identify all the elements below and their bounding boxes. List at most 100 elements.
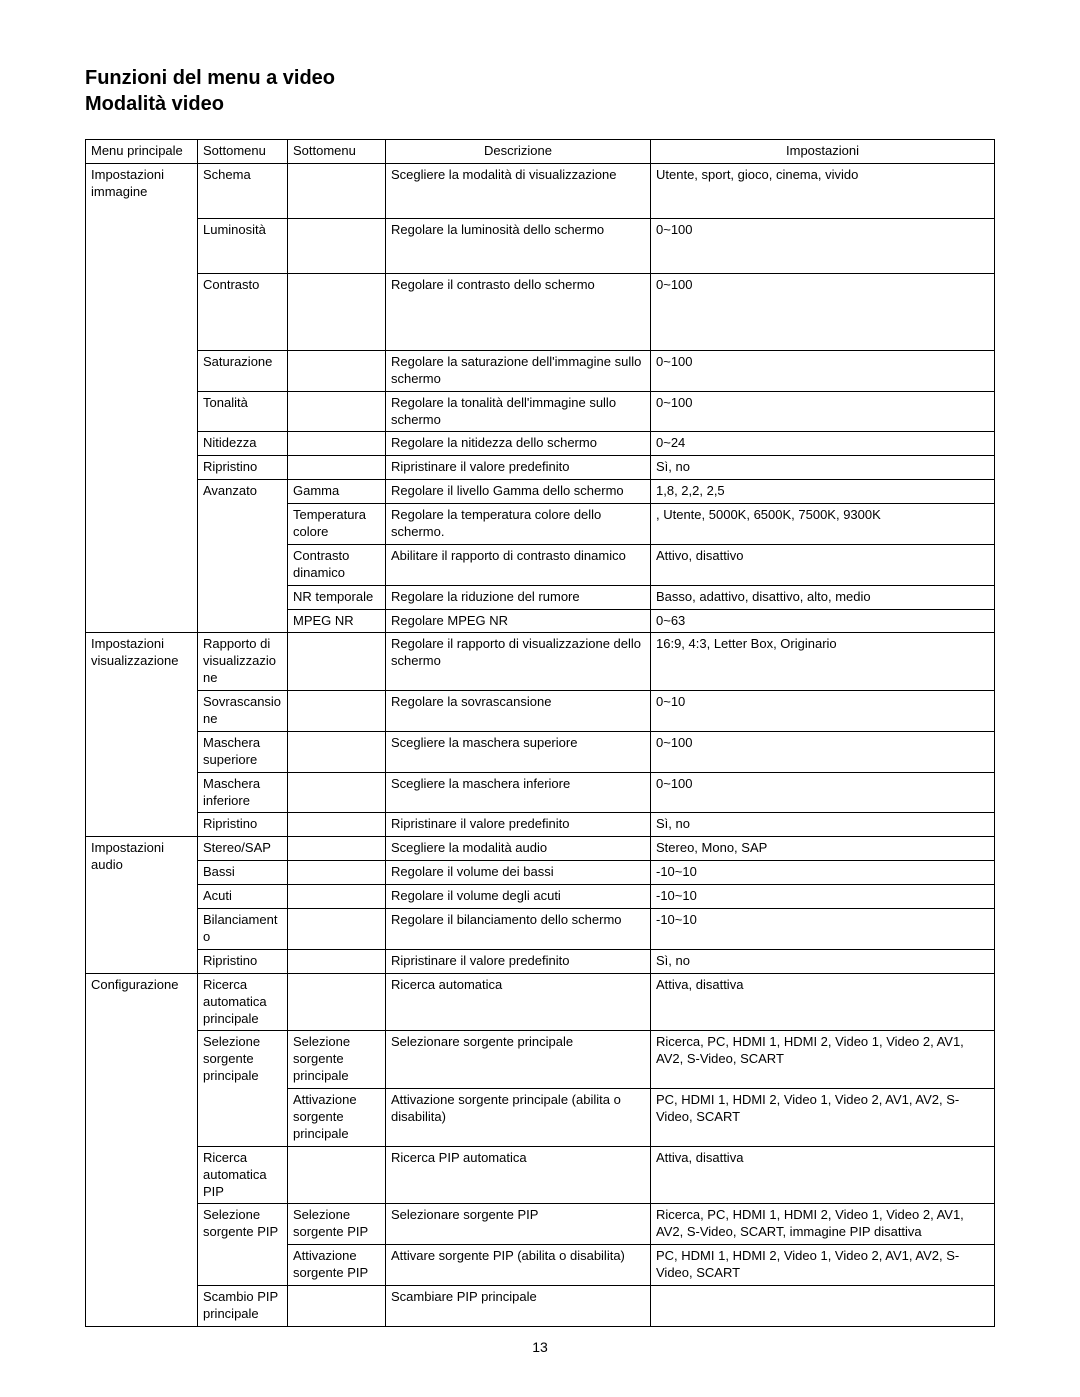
sub2-cell: Attivazione sorgente PIP	[288, 1245, 386, 1286]
desc-cell: Regolare la luminosità dello schermo	[386, 218, 651, 273]
sub2-cell	[288, 391, 386, 432]
set-cell: 1,8, 2,2, 2,5	[651, 480, 995, 504]
sub2-cell	[288, 1146, 386, 1204]
desc-cell: Regolare la temperatura colore dello sch…	[386, 504, 651, 545]
set-cell: Utente, sport, gioco, cinema, vivido	[651, 163, 995, 218]
sub2-cell	[288, 350, 386, 391]
sub1-cell: Selezione sorgente principale	[198, 1031, 288, 1146]
sub2-cell	[288, 973, 386, 1031]
menu-cell: Impostazioni visualizzazione	[86, 633, 198, 837]
set-cell: Stereo, Mono, SAP	[651, 837, 995, 861]
sub1-cell: Schema	[198, 163, 288, 218]
col-set: Impostazioni	[651, 140, 995, 164]
sub1-cell: Maschera inferiore	[198, 772, 288, 813]
desc-cell: Regolare il volume degli acuti	[386, 885, 651, 909]
desc-cell: Attivazione sorgente principale (abilita…	[386, 1089, 651, 1147]
sub1-cell: Nitidezza	[198, 432, 288, 456]
sub1-cell: Selezione sorgente PIP	[198, 1204, 288, 1286]
table-row: Saturazione Regolare la saturazione dell…	[86, 350, 995, 391]
page: Funzioni del menu a video Modalità video…	[0, 0, 1080, 1397]
desc-cell: Regolare il rapporto di visualizzazione …	[386, 633, 651, 691]
set-cell: Basso, adattivo, disattivo, alto, medio	[651, 585, 995, 609]
desc-cell: Scegliere la maschera superiore	[386, 731, 651, 772]
set-cell: 0~10	[651, 691, 995, 732]
sub2-cell: Attivazione sorgente principale	[288, 1089, 386, 1147]
table-row: Sovrascansione Regolare la sovrascansion…	[86, 691, 995, 732]
sub2-cell: Selezione sorgente principale	[288, 1031, 386, 1089]
sub1-cell: Bilanciamento	[198, 909, 288, 950]
table-row: Impostazioni audio Stereo/SAP Scegliere …	[86, 837, 995, 861]
set-cell: 0~100	[651, 218, 995, 273]
col-sub2: Sottomenu	[288, 140, 386, 164]
sub2-cell: MPEG NR	[288, 609, 386, 633]
sub1-cell: Avanzato	[198, 480, 288, 633]
desc-cell: Regolare la saturazione dell'immagine su…	[386, 350, 651, 391]
table-row: Avanzato Gamma Regolare il livello Gamma…	[86, 480, 995, 504]
sub1-cell: Luminosità	[198, 218, 288, 273]
set-cell: -10~10	[651, 861, 995, 885]
sub2-cell	[288, 772, 386, 813]
table-row: Nitidezza Regolare la nitidezza dello sc…	[86, 432, 995, 456]
set-cell: 16:9, 4:3, Letter Box, Originario	[651, 633, 995, 691]
table-row: Maschera inferiore Scegliere la maschera…	[86, 772, 995, 813]
table-row: Luminosità Regolare la luminosità dello …	[86, 218, 995, 273]
set-cell: 0~100	[651, 391, 995, 432]
desc-cell: Regolare la riduzione del rumore	[386, 585, 651, 609]
desc-cell: Abilitare il rapporto di contrasto dinam…	[386, 544, 651, 585]
set-cell: Ricerca, PC, HDMI 1, HDMI 2, Video 1, Vi…	[651, 1204, 995, 1245]
set-cell: , Utente, 5000K, 6500K, 7500K, 9300K	[651, 504, 995, 545]
desc-cell: Regolare il bilanciamento dello schermo	[386, 909, 651, 950]
sub1-cell: Sovrascansione	[198, 691, 288, 732]
sub1-cell: Tonalità	[198, 391, 288, 432]
table-header-row: Menu principale Sottomenu Sottomenu Desc…	[86, 140, 995, 164]
menu-cell: Impostazioni immagine	[86, 163, 198, 633]
desc-cell: Scegliere la modalità audio	[386, 837, 651, 861]
set-cell: 0~100	[651, 731, 995, 772]
table-row: Contrasto Regolare il contrasto dello sc…	[86, 273, 995, 350]
sub1-cell: Saturazione	[198, 350, 288, 391]
set-cell: -10~10	[651, 885, 995, 909]
menu-cell: Configurazione	[86, 973, 198, 1326]
sub1-cell: Rapporto di visualizzazione	[198, 633, 288, 691]
set-cell: Sì, no	[651, 949, 995, 973]
sub2-cell: NR temporale	[288, 585, 386, 609]
table-row: Acuti Regolare il volume degli acuti -10…	[86, 885, 995, 909]
sub2-cell: Gamma	[288, 480, 386, 504]
sub1-cell: Ripristino	[198, 813, 288, 837]
title-line-2: Modalità video	[85, 91, 995, 117]
table-row: Impostazioni immagine Schema Scegliere l…	[86, 163, 995, 218]
sub2-cell	[288, 273, 386, 350]
sub2-cell	[288, 813, 386, 837]
table-row: Scambio PIP principale Scambiare PIP pri…	[86, 1285, 995, 1326]
col-sub1: Sottomenu	[198, 140, 288, 164]
table-row: Impostazioni visualizzazione Rapporto di…	[86, 633, 995, 691]
sub1-cell: Ripristino	[198, 949, 288, 973]
desc-cell: Regolare la tonalità dell'immagine sullo…	[386, 391, 651, 432]
table-row: Ricerca automatica PIP Ricerca PIP autom…	[86, 1146, 995, 1204]
set-cell: Attiva, disattiva	[651, 973, 995, 1031]
sub2-cell	[288, 691, 386, 732]
sub2-cell	[288, 1285, 386, 1326]
sub1-cell: Ripristino	[198, 456, 288, 480]
sub2-cell	[288, 633, 386, 691]
set-cell: Ricerca, PC, HDMI 1, HDMI 2, Video 1, Vi…	[651, 1031, 995, 1089]
set-cell: Sì, no	[651, 813, 995, 837]
desc-cell: Regolare il livello Gamma dello schermo	[386, 480, 651, 504]
sub2-cell	[288, 861, 386, 885]
desc-cell: Ricerca PIP automatica	[386, 1146, 651, 1204]
table-row: Ripristino Ripristinare il valore predef…	[86, 949, 995, 973]
col-desc: Descrizione	[386, 140, 651, 164]
sub1-cell: Ricerca automatica PIP	[198, 1146, 288, 1204]
col-menu: Menu principale	[86, 140, 198, 164]
desc-cell: Ricerca automatica	[386, 973, 651, 1031]
desc-cell: Selezionare sorgente PIP	[386, 1204, 651, 1245]
desc-cell: Ripristinare il valore predefinito	[386, 456, 651, 480]
sub2-cell	[288, 885, 386, 909]
table-row: Bilanciamento Regolare il bilanciamento …	[86, 909, 995, 950]
table-row: Selezione sorgente PIP Selezione sorgent…	[86, 1204, 995, 1245]
set-cell: 0~100	[651, 772, 995, 813]
desc-cell: Scambiare PIP principale	[386, 1285, 651, 1326]
sub1-cell: Ricerca automatica principale	[198, 973, 288, 1031]
set-cell: 0~100	[651, 350, 995, 391]
set-cell: 0~24	[651, 432, 995, 456]
